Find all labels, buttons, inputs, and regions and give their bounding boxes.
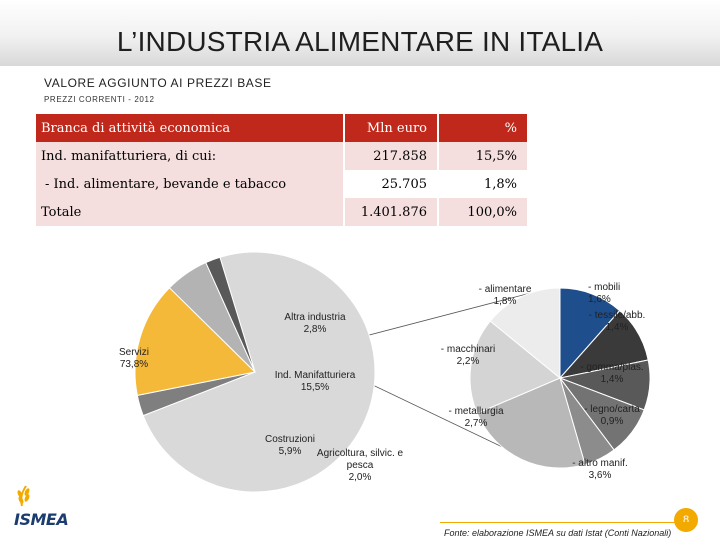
secondary-pie-slice-8 [489, 287, 561, 380]
table-cell: 25.705 [345, 170, 437, 198]
table-cell: 1.401.876 [345, 198, 437, 226]
secondary-pie-label-1: - alimentare 1,8% [479, 284, 532, 307]
secondary-pie-slice-7 [469, 320, 561, 414]
source-divider [440, 522, 690, 523]
table-header-branca: Branca di attività economica [36, 114, 343, 142]
secondary-pie-label-5: - legno/carta 0,9% [584, 404, 640, 427]
pie-labels: Servizi 73,8% Altra industria 2,8% Ind. Mani… [119, 282, 645, 483]
secondary-pie [469, 287, 651, 469]
table-header-percent: % [439, 114, 527, 142]
main-pie-label-5: Agricoltura, silvic. e pesca 2,0% [317, 448, 404, 483]
title-bar [0, 0, 720, 66]
secondary-pie-label-4: - gomma/plas. 1,4% [580, 362, 643, 385]
table-row: - Ind. alimentare, bevande e tabacco 25.… [36, 170, 527, 198]
secondary-pie-label-2: - mobili 1,6% [588, 282, 620, 305]
main-pie-label-2: Altra industria 2,8% [284, 312, 346, 335]
slide-title: L’INDUSTRIA ALIMENTARE IN ITALIA [116, 26, 604, 57]
source-note: Fonte: elaborazione ISMEA su dati Istat … [444, 528, 672, 538]
ismea-logo [10, 484, 86, 536]
table-cell: 1,8% [439, 170, 527, 198]
main-pie-slice-1 [142, 251, 376, 493]
main-pie-slice-3 [134, 287, 257, 396]
logo-text: ISMEA [14, 510, 69, 529]
value-added-table: Branca di attività economica Mln euro % … [36, 114, 527, 226]
main-pie-label-4: Costruzioni 5,9% [265, 434, 315, 457]
table-cell: - Ind. alimentare, bevande e tabacco [36, 170, 343, 198]
page-number: 8 [674, 508, 698, 532]
table-cell: Totale [36, 198, 343, 226]
table-header-row: Branca di attività economica Mln euro % [36, 114, 527, 142]
slide-subtitle-secondary: PREZZI CORRENTI - 2012 [44, 95, 155, 104]
table-cell: 100,0% [439, 198, 527, 226]
table-cell: Ind. manifatturiera, di cui: [36, 142, 343, 170]
secondary-pie-label-6: - altro manif. 3,6% [572, 458, 628, 481]
main-pie-label-3: Ind. Manifatturiera 15,5% [275, 370, 356, 393]
secondary-pie-label-7: - metallurgia 2,7% [448, 406, 503, 429]
secondary-pie-slice-1 [559, 287, 621, 380]
table-cell: 15,5% [439, 142, 527, 170]
wheat-icon [17, 485, 30, 507]
secondary-pie-label-3: - tessile/abb. 1,4% [589, 310, 646, 333]
secondary-pie-label-8: - macchinari 2,2% [441, 344, 495, 367]
slide-subtitle: VALORE AGGIUNTO AI PREZZI BASE [44, 76, 272, 90]
table-header-mln: Mln euro [345, 114, 437, 142]
main-pie [134, 251, 376, 493]
table-row: Totale 1.401.876 100,0% [36, 198, 527, 226]
main-pie-label-1: Servizi 73,8% [119, 347, 149, 370]
main-pie-slice-5 [205, 256, 256, 373]
secondary-pie-slice-6 [476, 377, 586, 469]
pie-of-pie-chart: Servizi 73,8% Altra industria 2,8% Ind. Mani… [119, 251, 651, 493]
table-row: Ind. manifatturiera, di cui: 217.858 15,… [36, 142, 527, 170]
table-cell: 217.858 [345, 142, 437, 170]
